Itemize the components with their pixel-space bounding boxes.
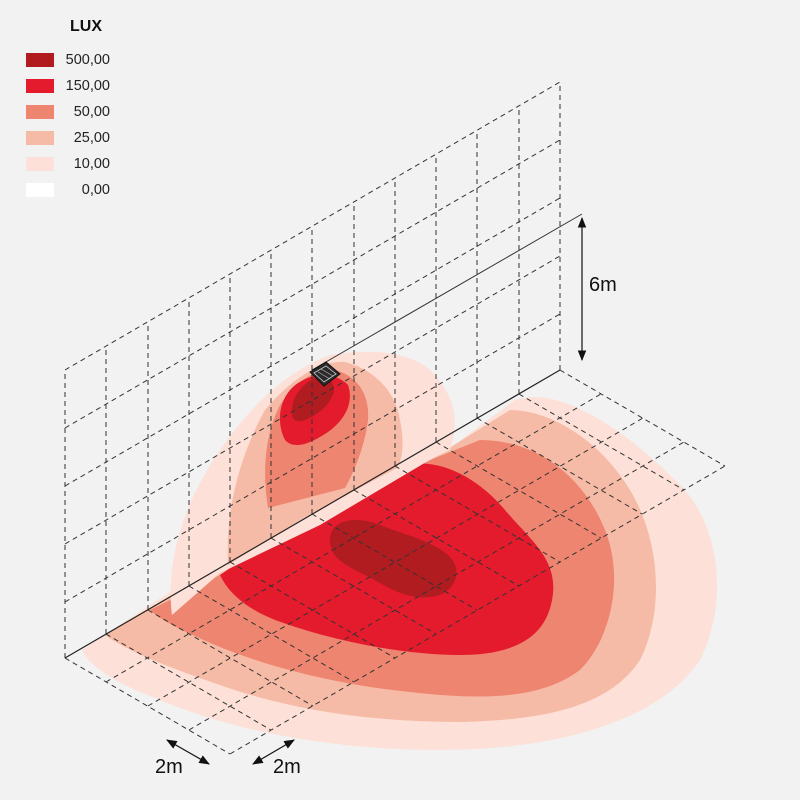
legend-swatch [26,79,54,93]
grid-depth-dimension: 2m [155,739,210,778]
legend-swatch [26,131,54,145]
wall-light-distribution [170,351,455,615]
ground-grid [64,369,726,755]
height-dimension-label: 6m [589,274,617,296]
floodlight-icon [309,361,341,387]
legend-value: 50,00 [73,104,110,120]
legend-swatch [26,157,54,171]
legend-swatch [26,183,54,197]
legend-item-25: 25,00 [26,125,136,151]
legend-value: 0,00 [81,182,110,198]
ground-zone-500 [330,520,457,598]
ground-light-distribution [82,397,718,750]
mounting-height-line [311,213,583,371]
legend-item-150: 150,00 [26,73,136,99]
legend-swatch [26,53,54,67]
wall-zone-500 [291,377,335,422]
legend-value: 25,00 [73,130,110,146]
legend-title: LUX [70,18,102,35]
grid-width-dimension: 2m [252,739,301,778]
lux-legend: LUX 500,00 150,00 50,00 25,00 10,00 0,00 [26,18,136,203]
wall-base-line [64,369,561,659]
legend-value: 10,00 [73,156,110,172]
height-dimension: 6m [577,216,617,362]
legend-item-50: 50,00 [26,99,136,125]
legend-item-500: 500,00 [26,47,136,73]
legend-swatch [26,105,54,119]
legend-value: 150,00 [65,78,110,94]
legend-item-0: 0,00 [26,177,136,203]
legend-item-10: 10,00 [26,151,136,177]
grid-width-dimension-label: 2m [273,756,301,778]
legend-value: 500,00 [65,52,110,68]
grid-depth-dimension-label: 2m [155,756,183,778]
